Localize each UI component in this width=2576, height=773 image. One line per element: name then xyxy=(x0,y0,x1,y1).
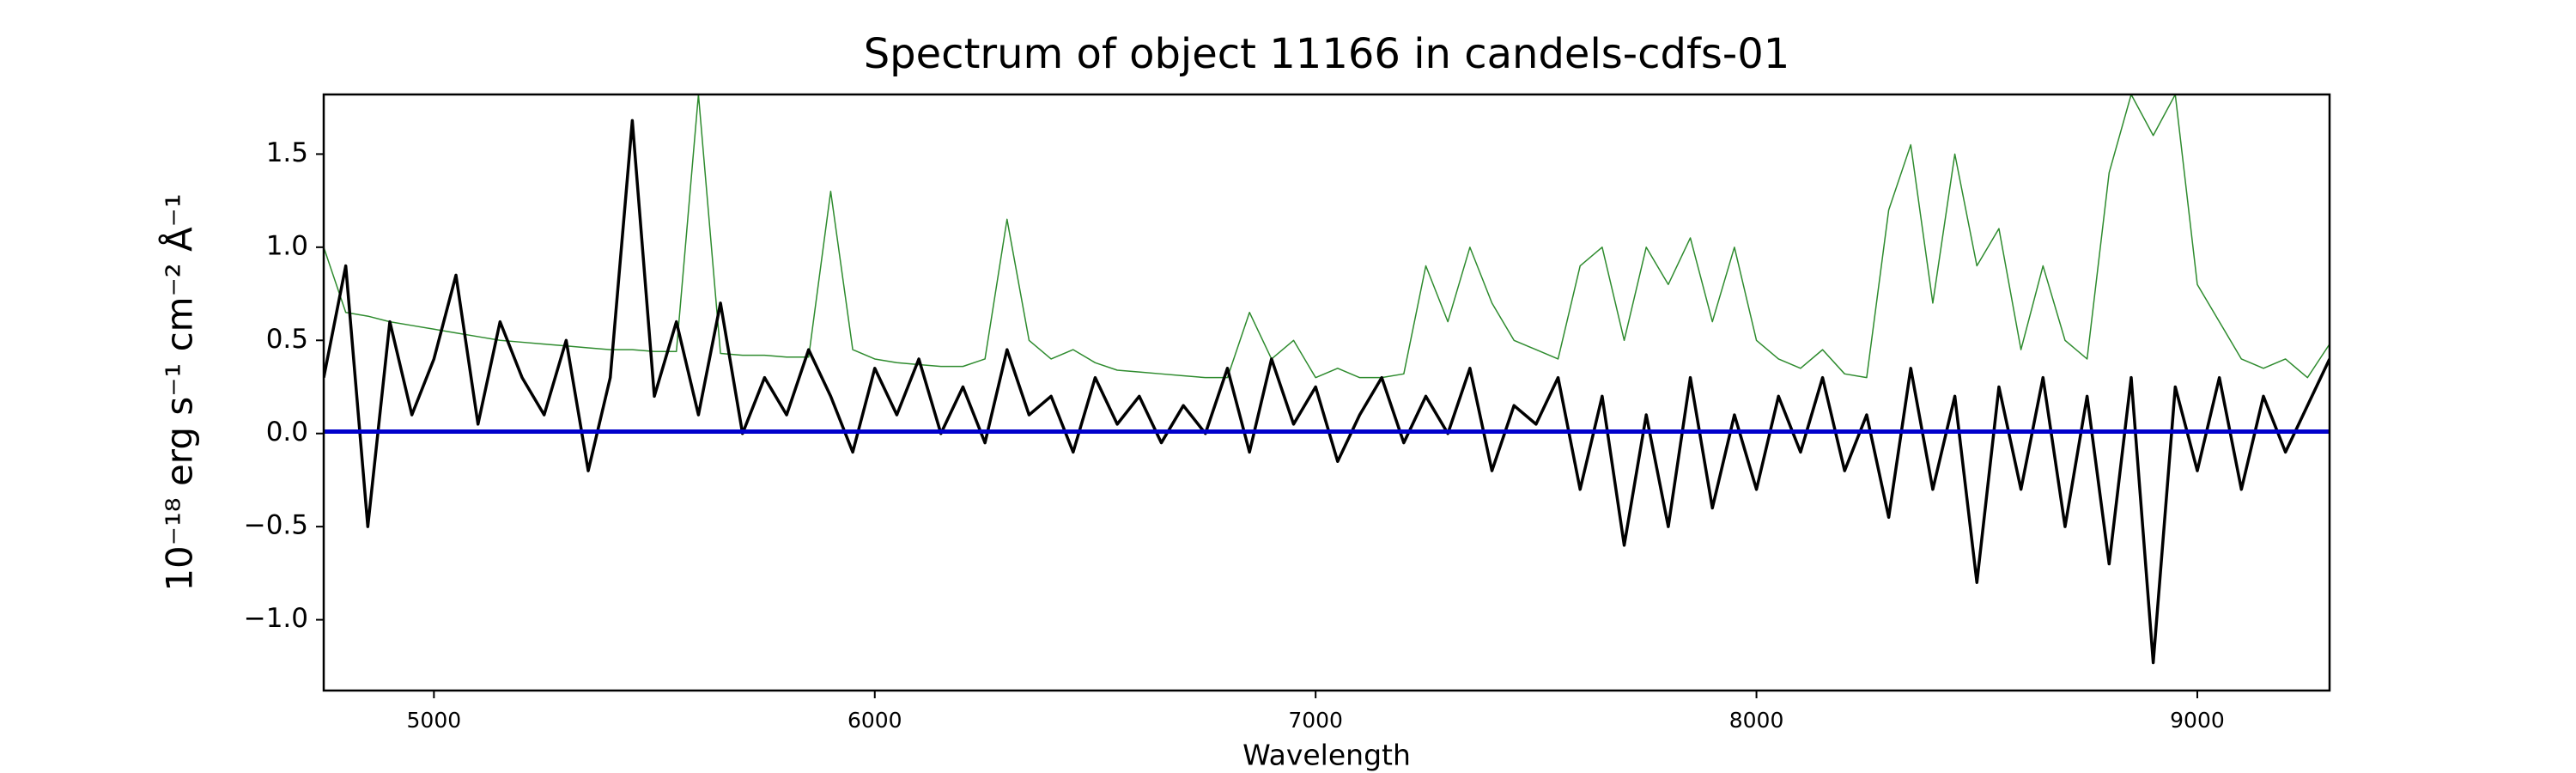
y-tick-label: −0.5 xyxy=(244,510,308,541)
chart-title: Spectrum of object 11166 in candels-cdfs… xyxy=(864,30,1790,78)
y-axis-label: 10⁻¹⁸ erg s⁻¹ cm⁻² Å⁻¹ xyxy=(158,193,201,591)
y-tick-label: 1.5 xyxy=(266,137,308,168)
x-tick-label: 5000 xyxy=(407,708,462,733)
x-tick-label: 6000 xyxy=(848,708,902,733)
y-tick-label: 0.5 xyxy=(266,324,308,355)
y-tick-label: −1.0 xyxy=(244,603,308,634)
x-axis-label: Wavelength xyxy=(1242,739,1411,772)
spectrum-line xyxy=(324,94,2330,379)
y-tick-label: 0.0 xyxy=(266,417,308,447)
spectrum-line xyxy=(324,119,2330,665)
x-tick-label: 9000 xyxy=(2170,708,2225,733)
x-tick-label: 8000 xyxy=(1729,708,1784,733)
x-tick-label: 7000 xyxy=(1288,708,1343,733)
plot-area xyxy=(324,94,2330,665)
plot-frame xyxy=(322,93,2331,692)
y-tick-label: 1.0 xyxy=(266,230,308,261)
